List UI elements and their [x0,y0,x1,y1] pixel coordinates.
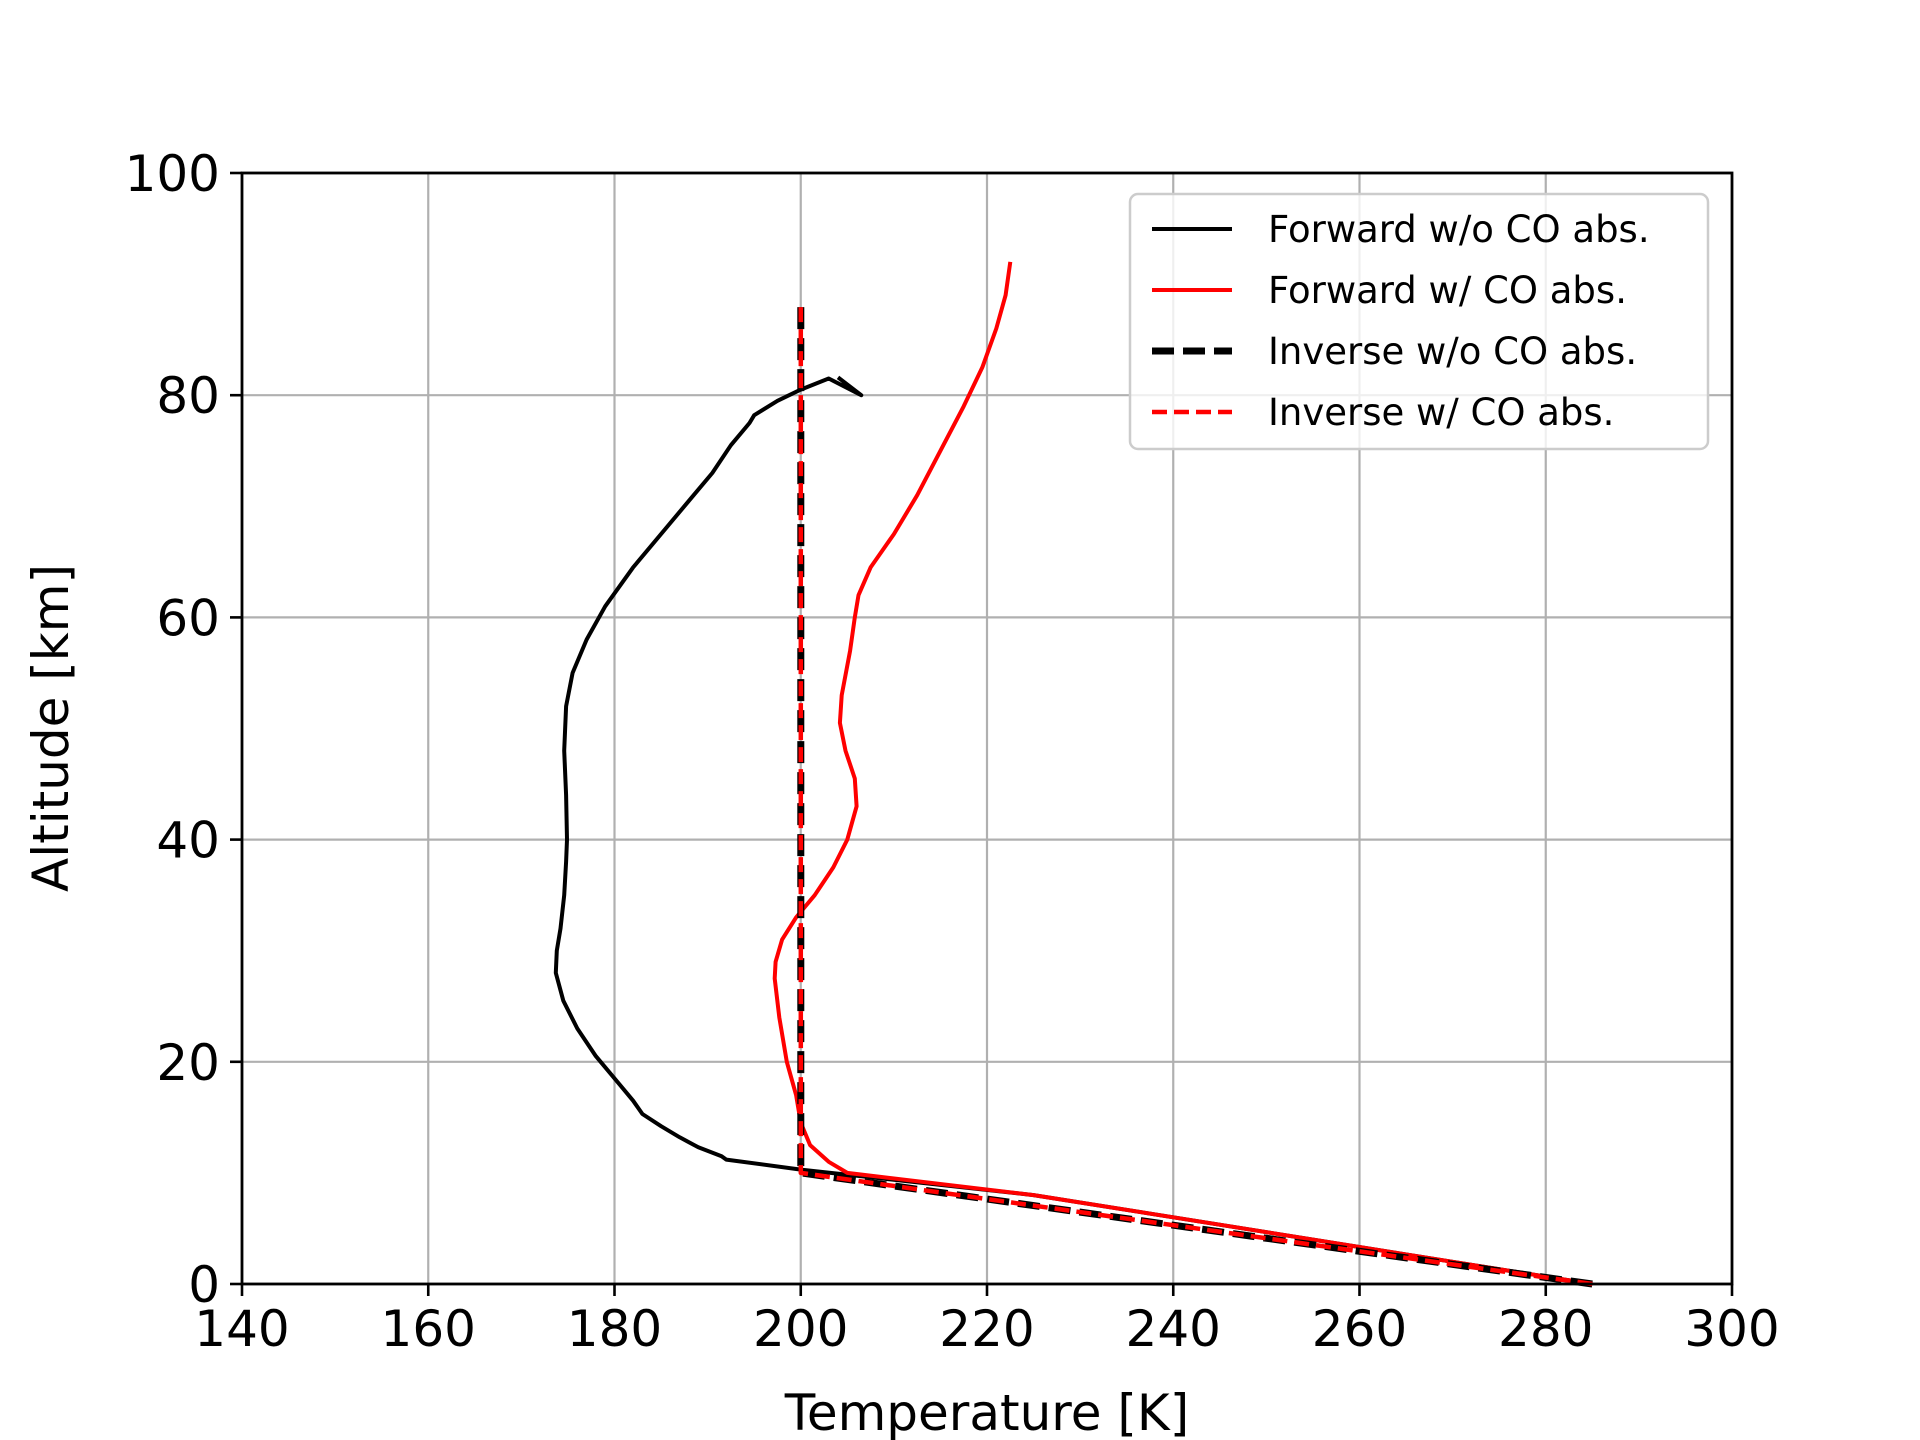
y-tick-label: 40 [156,812,220,870]
x-tick-label: 200 [753,1300,848,1358]
legend-box [1128,192,1710,451]
x-tick-label: 280 [1498,1300,1593,1358]
x-tick-label: 260 [1312,1300,1407,1358]
legend-label-3: Inverse w/o CO abs. [1268,330,1637,373]
series-line-3 [797,306,1593,1288]
legend-label-1: Forward w/o CO abs. [1268,208,1650,251]
y-tick-label: 100 [125,145,220,203]
x-tick-label: 180 [567,1300,662,1358]
y-tick-label: 60 [156,589,220,647]
x-axis-label: Temperature [K] [784,1384,1189,1440]
x-tick-label: 160 [381,1300,476,1358]
series-line-2 [772,261,1593,1286]
legend-items: Forward w/o CO abs. Forward w/ CO abs. Inv… [1152,208,1650,434]
y-tick-label: 20 [156,1034,220,1092]
series-line-1 [553,375,1593,1286]
x-tick-label: 240 [1126,1300,1221,1358]
series-layer [553,261,1593,1288]
y-tick-label: 0 [188,1256,220,1314]
x-tick-label: 300 [1684,1300,1779,1358]
legend-label-4: Inverse w/ CO abs. [1268,391,1614,434]
x-tick-label: 220 [939,1300,1034,1358]
y-tick-label: 80 [156,367,220,425]
legend-label-2: Forward w/ CO abs. [1268,269,1627,312]
y-axis-label: Altitude [km] [22,564,80,892]
series-line-4 [798,306,1593,1287]
legend: Forward w/o CO abs. Forward w/ CO abs. Inv… [1128,192,1710,451]
ticks: 140 160 180 200 220 240 260 280 300 0 20 40 60 80 100 [125,145,1780,1358]
x-tick-label: 140 [194,1300,289,1358]
